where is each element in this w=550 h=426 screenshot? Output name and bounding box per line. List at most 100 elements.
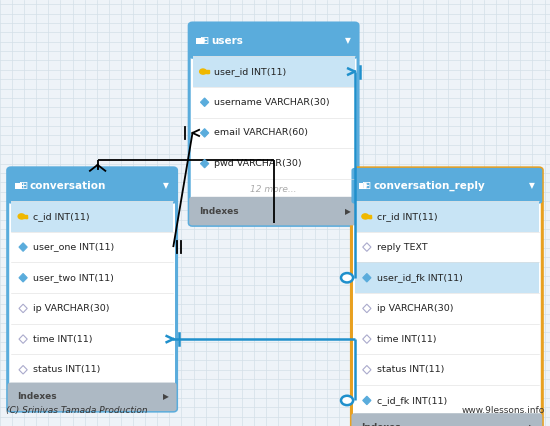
Text: ⊞: ⊞ [19, 181, 28, 191]
Bar [355, 232, 539, 262]
Polygon shape [19, 366, 27, 374]
Polygon shape [363, 304, 371, 313]
Bar [365, 215, 371, 218]
Text: ▼: ▼ [529, 181, 535, 190]
Text: Indexes: Indexes [361, 423, 401, 426]
Circle shape [341, 396, 353, 405]
FancyBboxPatch shape [189, 23, 358, 225]
Bar [18, 185, 20, 187]
Bar [355, 262, 539, 293]
Bar [364, 187, 366, 189]
Bar [192, 199, 355, 211]
Polygon shape [19, 304, 27, 313]
Text: pwd VARCHAR(30): pwd VARCHAR(30) [214, 159, 302, 168]
Bar [11, 293, 173, 324]
FancyBboxPatch shape [351, 168, 542, 426]
Bar [364, 183, 366, 185]
Text: time INT(11): time INT(11) [377, 334, 436, 344]
FancyBboxPatch shape [189, 197, 358, 225]
Text: conversation_reply: conversation_reply [373, 181, 485, 191]
Text: ▶: ▶ [163, 392, 169, 401]
Text: 12 more...: 12 more... [250, 184, 297, 194]
Bar [11, 385, 173, 397]
Polygon shape [363, 366, 371, 374]
Text: user_id INT(11): user_id INT(11) [214, 67, 287, 76]
Bar [192, 41, 355, 56]
FancyBboxPatch shape [351, 413, 542, 426]
Bar [355, 186, 539, 201]
Text: www.9lessons.info: www.9lessons.info [461, 406, 544, 415]
Polygon shape [19, 335, 27, 343]
Bar [18, 183, 20, 185]
Polygon shape [363, 243, 371, 251]
Bar [199, 38, 201, 40]
Text: ▼: ▼ [163, 181, 169, 190]
FancyBboxPatch shape [189, 23, 358, 59]
Text: c_id INT(11): c_id INT(11) [33, 212, 90, 221]
Bar [196, 40, 199, 42]
Bar [15, 187, 17, 189]
Polygon shape [19, 243, 27, 251]
Bar [192, 148, 355, 179]
Bar [18, 187, 20, 189]
Polygon shape [19, 273, 27, 282]
Bar [207, 72, 208, 73]
Bar [192, 56, 355, 87]
Text: ▼: ▼ [345, 36, 350, 46]
Bar [11, 232, 173, 262]
Bar [359, 183, 361, 185]
Polygon shape [200, 98, 209, 106]
Bar [20, 185, 22, 187]
Text: cr_id INT(11): cr_id INT(11) [377, 212, 437, 221]
Polygon shape [363, 273, 371, 282]
Bar [355, 416, 539, 426]
Text: ip VARCHAR(30): ip VARCHAR(30) [377, 304, 453, 313]
Circle shape [200, 69, 206, 74]
Text: users: users [211, 36, 243, 46]
Text: user_id_fk INT(11): user_id_fk INT(11) [377, 273, 463, 282]
Bar [192, 118, 355, 148]
Bar [20, 183, 22, 185]
Bar [11, 201, 173, 232]
Text: ⊞: ⊞ [362, 181, 372, 191]
FancyBboxPatch shape [8, 168, 177, 204]
Text: user_one INT(11): user_one INT(11) [33, 242, 114, 252]
Text: status INT(11): status INT(11) [33, 365, 100, 374]
Polygon shape [200, 129, 209, 137]
Bar [201, 38, 203, 40]
Bar [355, 293, 539, 324]
Bar [199, 40, 201, 42]
Text: (C) Srinivas Tamada Production: (C) Srinivas Tamada Production [6, 406, 147, 415]
Text: Indexes: Indexes [18, 392, 57, 401]
Bar [359, 187, 361, 189]
Bar [11, 186, 173, 201]
Bar [25, 216, 27, 218]
Bar [21, 215, 28, 218]
Bar [15, 185, 17, 187]
Bar [355, 324, 539, 354]
Text: username VARCHAR(30): username VARCHAR(30) [214, 98, 330, 107]
Bar [196, 42, 199, 44]
Text: reply TEXT: reply TEXT [377, 242, 427, 252]
Text: c_id_fk INT(11): c_id_fk INT(11) [377, 396, 447, 405]
Bar [11, 324, 173, 354]
Text: status INT(11): status INT(11) [377, 365, 444, 374]
Bar [196, 38, 199, 40]
Bar [15, 183, 17, 185]
Text: user_two INT(11): user_two INT(11) [33, 273, 114, 282]
Text: ⊞: ⊞ [200, 36, 210, 46]
Bar [361, 183, 364, 185]
Text: time INT(11): time INT(11) [33, 334, 92, 344]
FancyBboxPatch shape [8, 168, 177, 411]
Text: conversation: conversation [30, 181, 106, 191]
Bar [355, 385, 539, 416]
Text: ▶: ▶ [529, 423, 535, 426]
Bar [203, 70, 209, 73]
Polygon shape [200, 159, 209, 168]
Bar [192, 87, 355, 118]
Text: email VARCHAR(60): email VARCHAR(60) [214, 128, 309, 138]
Circle shape [18, 214, 25, 219]
Bar [361, 185, 364, 187]
Circle shape [362, 214, 369, 219]
FancyBboxPatch shape [8, 383, 177, 411]
